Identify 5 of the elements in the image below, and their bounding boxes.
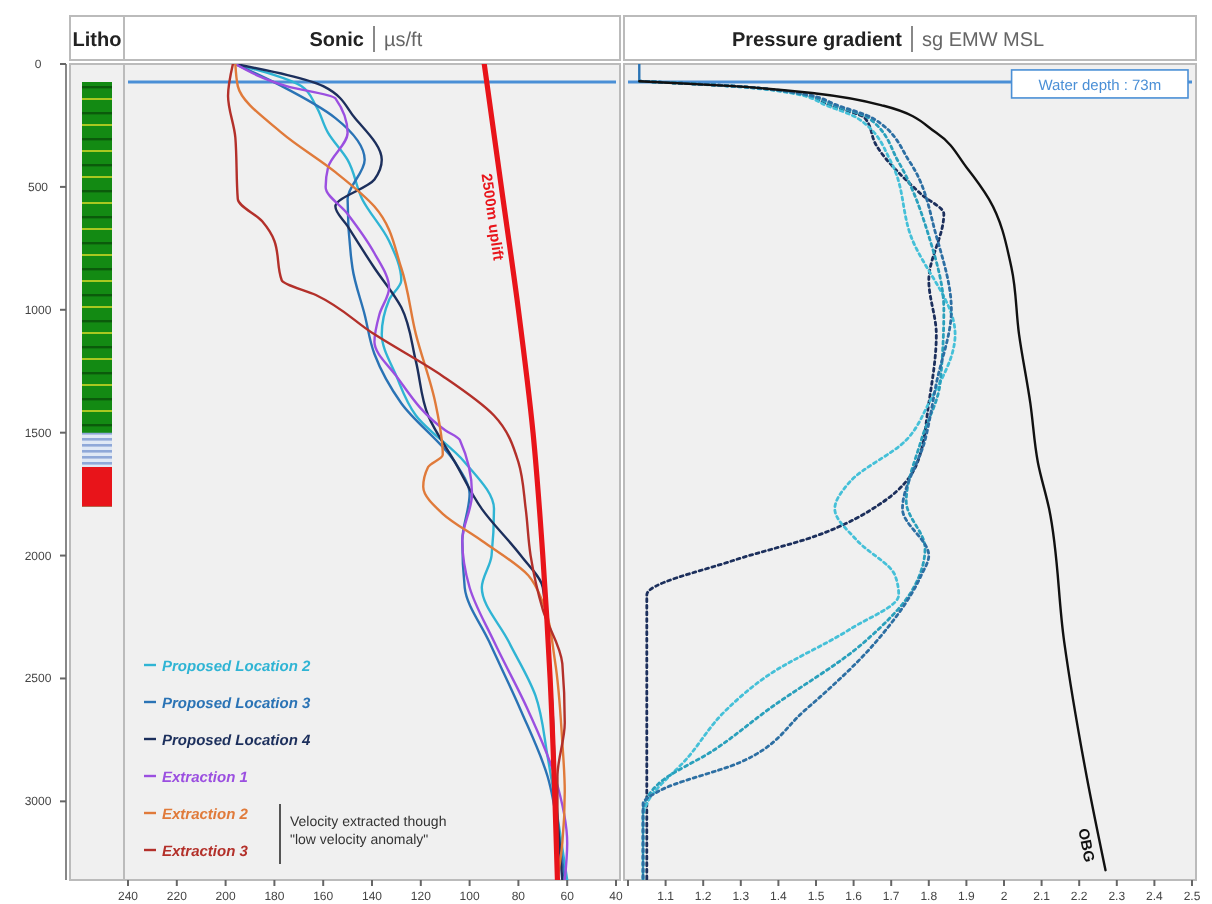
chart-title: Pressure gradient <box>731 30 904 52</box>
x-axis-title: µs/ft <box>384 30 423 52</box>
chart-title: Sonic <box>309 30 365 52</box>
text: Litho <box>72 30 122 52</box>
x-axis-title: sg EMW MSL <box>922 30 1046 52</box>
